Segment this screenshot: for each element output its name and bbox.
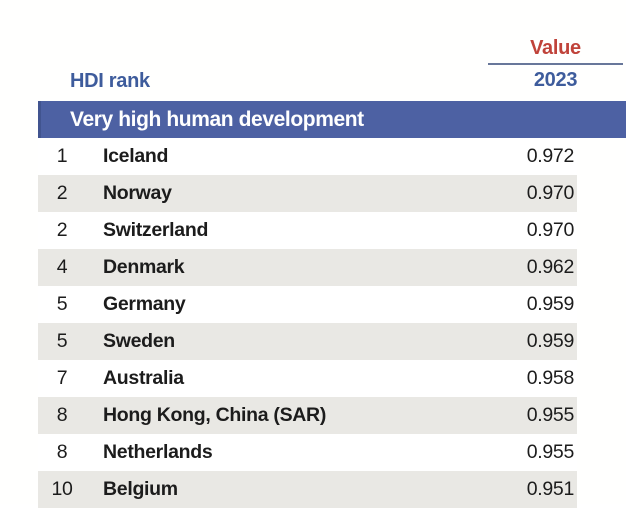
value-cell: 0.955 xyxy=(526,404,575,426)
rank-cell: 8 xyxy=(56,441,68,463)
value-cell: 0.962 xyxy=(526,256,575,278)
year-label: 2023 xyxy=(533,69,578,91)
country-cell: Denmark xyxy=(103,256,185,278)
table-row: 8 Netherlands 0.955 xyxy=(38,434,577,471)
rank-cell: 5 xyxy=(56,330,68,352)
value-cell: 0.958 xyxy=(526,367,575,389)
value-cell: 0.955 xyxy=(526,441,575,463)
country-cell: Hong Kong, China (SAR) xyxy=(103,404,327,426)
table-row: 7 Australia 0.958 xyxy=(38,360,577,397)
rank-cell: 8 xyxy=(56,404,68,426)
rank-cell: 10 xyxy=(51,478,73,500)
country-rows: 1 Iceland 0.972 2 Norway 0.970 2 Switzer… xyxy=(38,138,577,508)
value-column-label: Value xyxy=(530,37,581,59)
rank-cell: 2 xyxy=(56,182,68,204)
country-cell: Switzerland xyxy=(103,219,209,241)
rank-cell: 7 xyxy=(56,367,68,389)
value-cell: 0.972 xyxy=(526,145,575,167)
value-cell: 0.970 xyxy=(526,219,575,241)
rank-cell: 1 xyxy=(56,145,68,167)
table-row: 4 Denmark 0.962 xyxy=(38,249,577,286)
section-banner: Very high human development xyxy=(38,101,626,138)
country-cell: Sweden xyxy=(103,330,175,352)
table-row: 2 Switzerland 0.970 xyxy=(38,212,577,249)
country-cell: Norway xyxy=(103,182,172,204)
table-row: 2 Norway 0.970 xyxy=(38,175,577,212)
value-column-header: Value 2023 xyxy=(488,36,623,93)
section-title: Very high human development xyxy=(70,107,364,131)
value-cell: 0.951 xyxy=(526,478,575,500)
value-cell: 0.970 xyxy=(526,182,575,204)
value-column-rule xyxy=(488,63,623,65)
country-cell: Belgium xyxy=(103,478,178,500)
country-cell: Germany xyxy=(103,293,186,315)
rank-cell: 2 xyxy=(56,219,68,241)
country-cell: Australia xyxy=(103,367,184,389)
table-row: 5 Sweden 0.959 xyxy=(38,323,577,360)
country-cell: Iceland xyxy=(103,145,169,167)
rank-cell: 5 xyxy=(56,293,68,315)
table-row: 5 Germany 0.959 xyxy=(38,286,577,323)
rank-cell: 4 xyxy=(56,256,68,278)
table-row: 1 Iceland 0.972 xyxy=(38,138,577,175)
country-cell: Netherlands xyxy=(103,441,213,463)
table-row: 10 Belgium 0.951 xyxy=(38,471,577,508)
value-cell: 0.959 xyxy=(526,330,575,352)
table-row: 8 Hong Kong, China (SAR) 0.955 xyxy=(38,397,577,434)
value-cell: 0.959 xyxy=(526,293,575,315)
hdi-rank-column-label: HDI rank xyxy=(70,70,150,92)
